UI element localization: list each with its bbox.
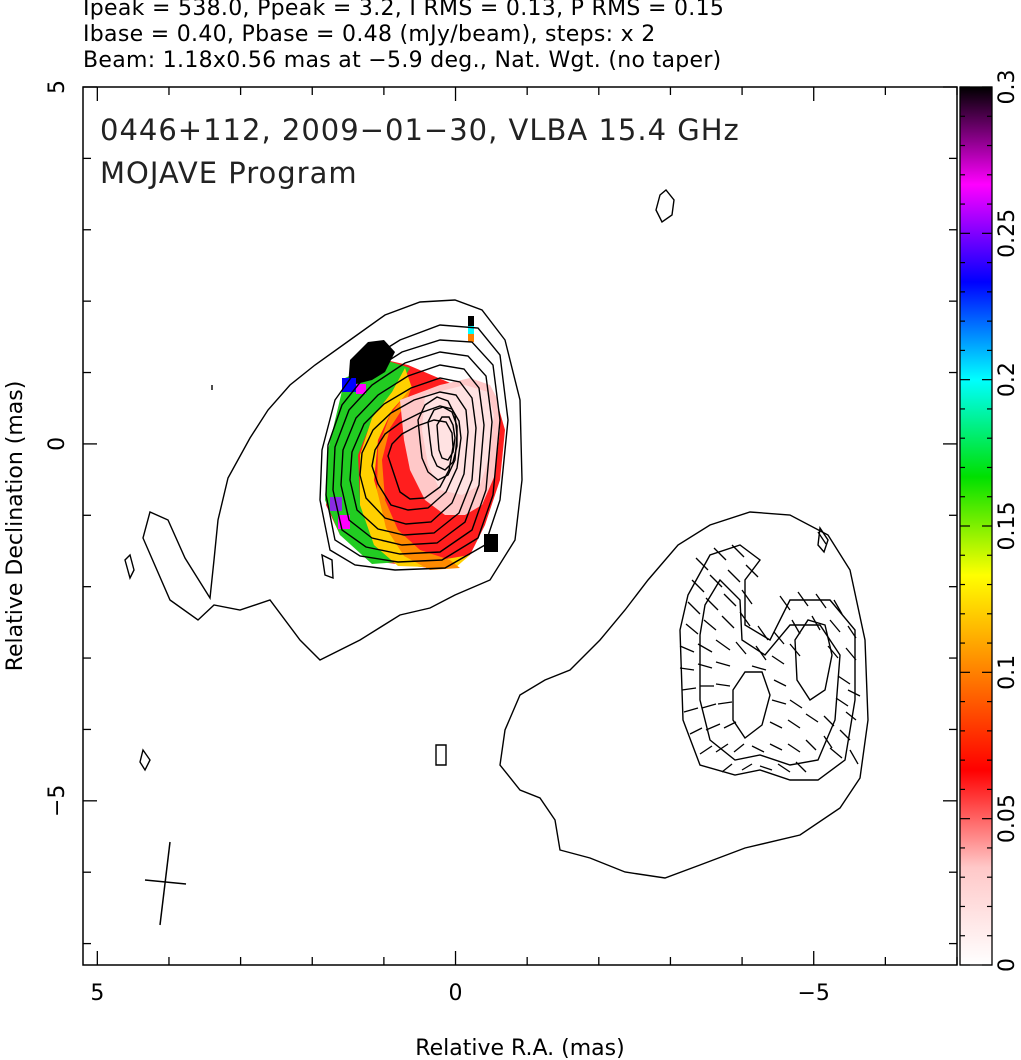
intensity-contours [124,189,869,879]
x-axis-label: Relative R.A. (mas) [415,1036,624,1060]
colorbar-tick-label: 0.2 [995,362,1020,397]
y-tick-label: 5 [45,80,70,94]
plot-title: 0446+112, 2009−01−30, VLBA 15.4 GHz [100,113,740,147]
x-tick-label: −5 [798,981,830,1006]
colorbar-tick-label: 0.3 [995,70,1020,105]
header-line-base: Ibase = 0.40, Pbase = 0.48 (mJy/beam), s… [83,22,656,47]
header-line-beam: Beam: 1.18x0.56 mas at −5.9 deg., Nat. W… [83,48,722,73]
y-tick-label: 0 [45,437,70,451]
plot-frame [82,86,958,966]
plot-subtitle: MOJAVE Program [100,156,358,190]
core-outer-contour [142,299,523,661]
x-tick-label: 0 [449,981,463,1006]
beam-cross [144,841,187,926]
polarization-vectors [679,531,861,773]
colorbar-tick-label: 0.25 [995,209,1020,258]
axis-ticks [83,86,958,965]
colorbar-tick-label: 0.05 [995,794,1020,843]
colorbar-tick-label: 0 [995,958,1020,972]
colorbar-tick-label: 0.1 [995,655,1020,690]
jet-outer-contour [499,511,869,879]
y-tick-labels: 5 0 −5 [45,80,70,817]
polarization-heatmap [325,316,505,570]
y-axis-label: Relative Declination (mas) [3,381,28,672]
colorbar-ticks: 0 0.05 0.1 0.15 0.2 0.25 0.3 [960,70,1020,972]
x-tick-labels: 5 0 −5 [90,981,830,1006]
y-tick-label: −5 [45,785,70,817]
x-tick-label: 5 [90,981,104,1006]
colorbar-tick-label: 0.15 [995,502,1020,551]
header-line-peaks: Ipeak = 538.0, Ppeak = 3.2, I RMS = 0.13… [83,0,725,21]
